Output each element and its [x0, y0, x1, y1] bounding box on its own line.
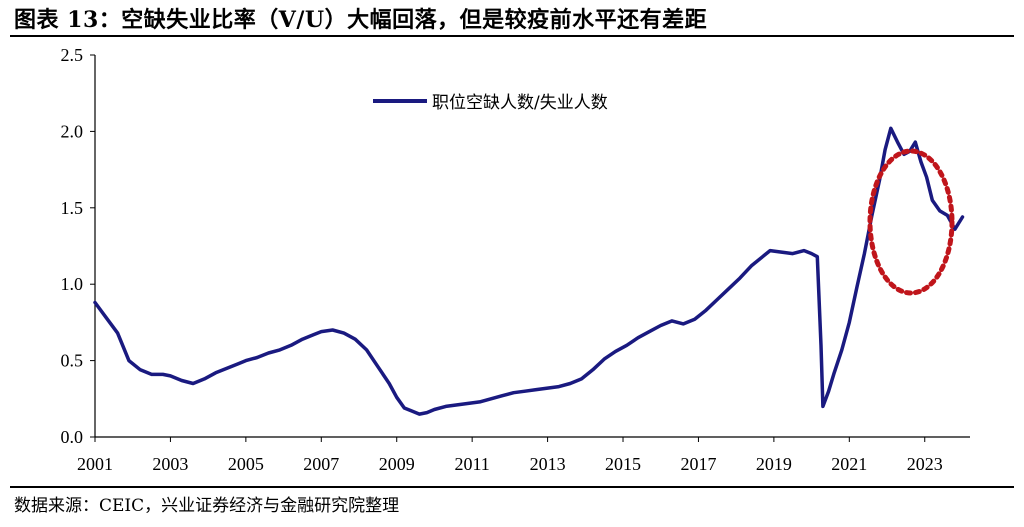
y-tick-label: 1.5: [61, 198, 84, 218]
x-tick-label: 2013: [530, 454, 566, 474]
x-tick-label: 2009: [379, 454, 415, 474]
title-rule: [10, 35, 1014, 37]
series-line-0: [93, 126, 965, 416]
x-tick-label: 2015: [605, 454, 641, 474]
x-tick-label: 2005: [228, 454, 264, 474]
source-note: 数据来源：CEIC，兴业证券经济与金融研究院整理: [14, 496, 400, 516]
chart-axes: [90, 54, 970, 442]
chart-title: 图表 13：空缺失业比率（V/U）大幅回落，但是较疫前水平还有差距: [14, 7, 708, 33]
x-tick-label: 2019: [756, 454, 792, 474]
legend-label: 职位空缺人数/失业人数: [432, 93, 608, 113]
source-rule: [10, 486, 1014, 488]
x-tick-label: 2021: [831, 454, 867, 474]
y-tick-label: 1.0: [61, 274, 84, 294]
y-tick-label: 0.5: [61, 351, 84, 371]
x-tick-label: 2023: [907, 454, 943, 474]
tick-labels: 0.0 0.5 1.0 1.5 2.0 2.5 2001 2003 2005 2007 2009 20…: [61, 45, 943, 474]
x-tick-label: 2003: [152, 454, 188, 474]
highlight-ellipse: [867, 148, 955, 296]
x-tick-label: 2001: [77, 454, 113, 474]
chart-legend: 职位空缺人数/失业人数: [373, 93, 608, 113]
x-tick-label: 2011: [454, 454, 489, 474]
chart-series: [93, 126, 965, 416]
x-tick-label: 2007: [303, 454, 339, 474]
x-tick-label: 2017: [680, 454, 716, 474]
y-tick-label: 2.0: [61, 121, 84, 141]
y-tick-label: 0.0: [61, 427, 84, 447]
y-tick-label: 2.5: [61, 45, 84, 65]
